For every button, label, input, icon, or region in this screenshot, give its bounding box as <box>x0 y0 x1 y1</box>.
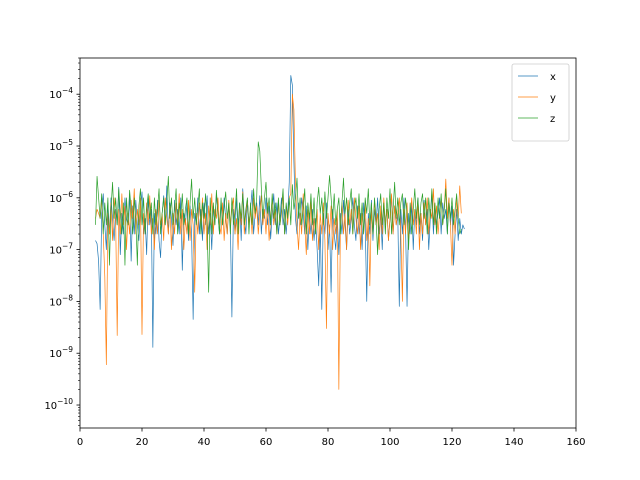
legend-box <box>511 63 570 142</box>
x-tick-label: 40 <box>198 437 211 448</box>
series-line-z <box>95 141 462 293</box>
x-tick-label: 80 <box>322 437 335 448</box>
x-tick-label: 0 <box>77 437 83 448</box>
legend-label-z: z <box>550 114 555 125</box>
y-tick-label: 10−7 <box>49 242 73 257</box>
x-tick-label: 120 <box>442 437 461 448</box>
legend-label-x: x <box>550 72 556 83</box>
x-tick-label: 140 <box>504 437 523 448</box>
legend: xyz <box>511 63 570 142</box>
legend-label-y: y <box>550 93 556 104</box>
y-tick-label: 10−10 <box>44 397 73 412</box>
y-tick-label: 10−4 <box>49 86 73 101</box>
y-tick-label: 10−9 <box>49 345 73 360</box>
y-axis: 10−10 10−9 10−8 10−7 10−6 10−5 10−4 <box>44 57 80 426</box>
y-tick-label: 10−5 <box>49 138 73 153</box>
x-tick-label: 100 <box>380 437 399 448</box>
y-tick-label: 10−8 <box>49 293 73 308</box>
x-tick-label: 20 <box>136 437 149 448</box>
x-tick-label: 60 <box>260 437 273 448</box>
series-lines <box>95 75 465 390</box>
x-axis: 0 20 40 60 80 100 120 140 160 <box>77 428 586 448</box>
y-tick-label: 10−6 <box>49 190 73 205</box>
x-tick-label: 160 <box>566 437 585 448</box>
